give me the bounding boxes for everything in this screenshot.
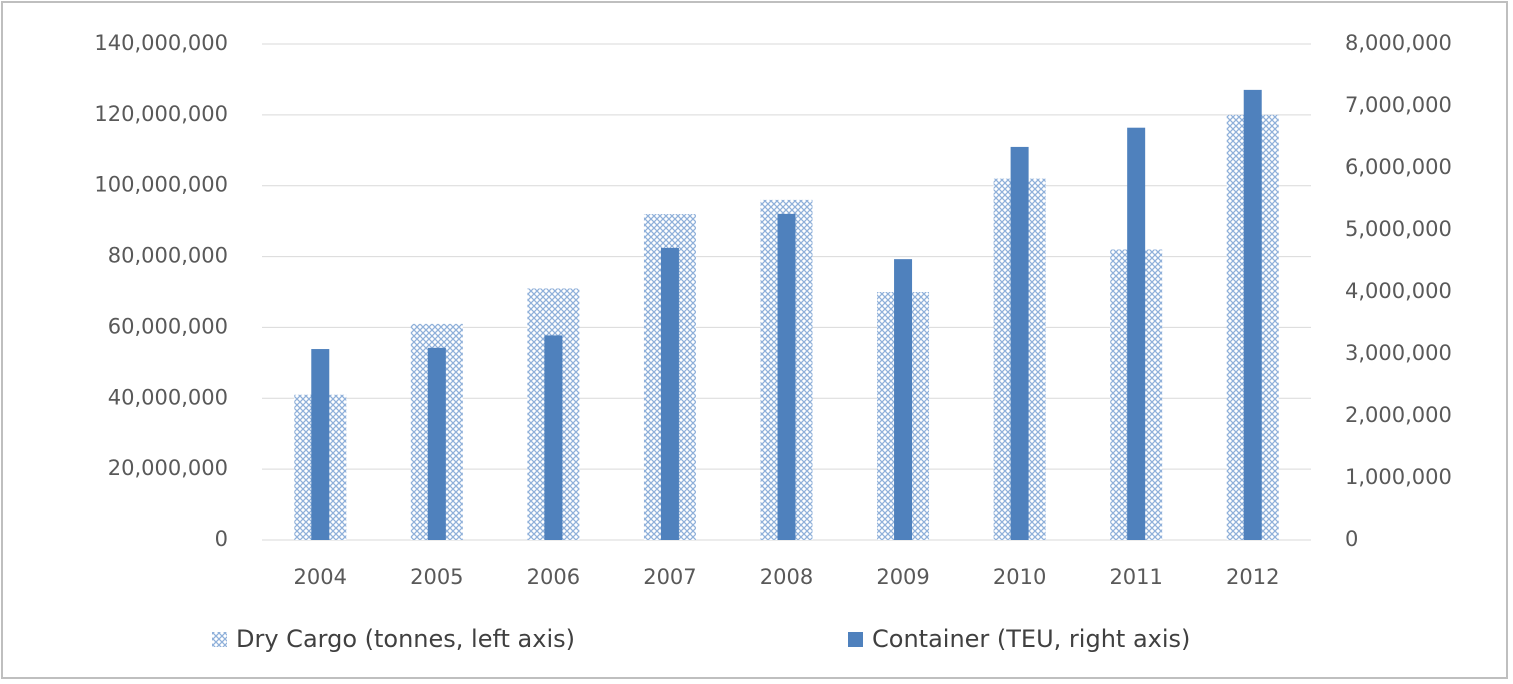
y2-tick-label: 6,000,000 [1345, 155, 1452, 179]
bar [1243, 89, 1262, 540]
bar [427, 347, 446, 540]
x-tick-label: 2009 [876, 565, 929, 589]
bar [544, 335, 563, 540]
x-tick-label: 2005 [410, 565, 463, 589]
y-tick-label: 60,000,000 [108, 314, 228, 338]
x-tick-label: 2004 [294, 565, 347, 589]
y-tick-label: 100,000,000 [94, 173, 228, 197]
x-tick-label: 2006 [527, 565, 580, 589]
x-tick-label: 2011 [1109, 565, 1162, 589]
y-tick-label: 120,000,000 [94, 102, 228, 126]
x-tick-label: 2010 [993, 565, 1046, 589]
x-tick-label: 2008 [760, 565, 813, 589]
bar [660, 247, 679, 541]
y2-tick-label: 5,000,000 [1345, 217, 1452, 241]
y-tick-label: 0 [215, 527, 228, 551]
y2-tick-label: 8,000,000 [1345, 31, 1452, 55]
bar [777, 213, 796, 540]
x-tick-label: 2007 [643, 565, 696, 589]
legend-swatch [212, 632, 227, 647]
y2-tick-label: 4,000,000 [1345, 279, 1452, 303]
y-tick-label: 80,000,000 [108, 244, 228, 268]
y2-tick-label: 2,000,000 [1345, 403, 1452, 427]
bar [894, 259, 913, 540]
y2-tick-label: 3,000,000 [1345, 341, 1452, 365]
y2-tick-label: 7,000,000 [1345, 93, 1452, 117]
legend-swatch [848, 632, 863, 647]
bar [1127, 127, 1146, 540]
bar [311, 349, 330, 540]
x-tick-label: 2012 [1226, 565, 1279, 589]
y2-tick-label: 0 [1345, 527, 1358, 551]
y-tick-label: 20,000,000 [108, 456, 228, 480]
legend-label: Container (TEU, right axis) [872, 625, 1190, 653]
legend-label: Dry Cargo (tonnes, left axis) [236, 625, 575, 653]
y-tick-label: 40,000,000 [108, 385, 228, 409]
y2-tick-label: 1,000,000 [1345, 465, 1452, 489]
bar [1010, 146, 1029, 541]
y-tick-label: 140,000,000 [94, 31, 228, 55]
